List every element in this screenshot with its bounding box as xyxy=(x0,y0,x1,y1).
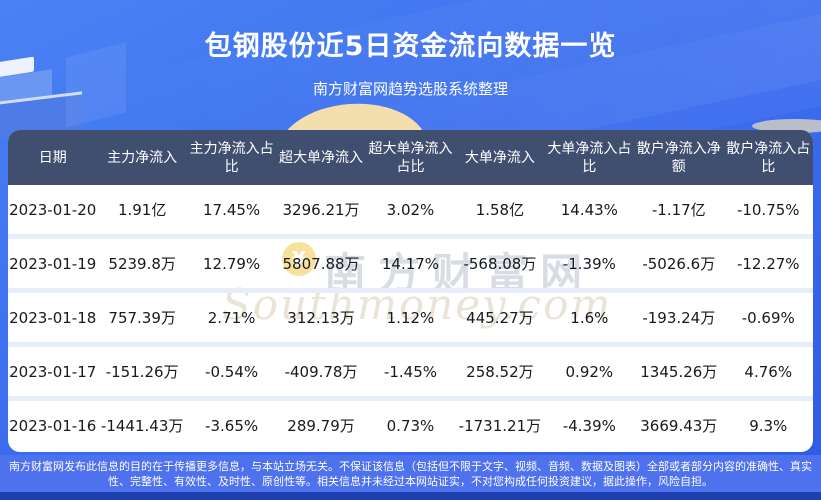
column-header: 日期 xyxy=(8,130,98,185)
value-cell: 757.39万 xyxy=(97,290,187,347)
column-header: 主力净流入 xyxy=(97,130,187,185)
page-subtitle: 南方财富网趋势选股系统整理 xyxy=(312,80,508,98)
table-row: 2023-01-18 757.39万 2.71% 312.13万 1.12% 445.27… xyxy=(8,290,813,347)
value-cell: 258.52万 xyxy=(455,344,545,401)
date-cell: 2023-01-19 xyxy=(8,236,98,293)
table-row: 2023-01-20 1.91亿 17.45% 3296.21万 3.02% 1.58亿 1… xyxy=(8,185,813,239)
bottom-bar-decor xyxy=(0,492,821,500)
table-row: 2023-01-17 -151.26万 -0.54% -409.78万 -1.45% 25… xyxy=(8,344,813,401)
value-cell: -1441.43万 xyxy=(100,417,184,435)
table-row: 2023-01-16 -1441.43万 -3.65% 289.79万 0.73% -17… xyxy=(8,399,813,451)
value-cell: 5239.8万 xyxy=(97,236,187,293)
column-header: 散户净流入占比 xyxy=(723,130,813,185)
value-cell: 1.58亿 xyxy=(455,185,545,239)
column-header: 散户净流入净额 xyxy=(634,130,724,185)
value-cell: 3.02% xyxy=(365,185,456,239)
value-cell: -0.69% xyxy=(723,290,813,347)
value-cell: -3.65% xyxy=(205,416,259,435)
value-cell: 0.73% xyxy=(386,416,435,435)
page-title: 包钢股份近5日资金流向数据一览 xyxy=(204,31,617,62)
value-cell: 17.45% xyxy=(186,185,277,239)
value-cell: 445.27万 xyxy=(455,290,545,347)
column-header: 超大单净流入 xyxy=(276,130,366,185)
value-cell: -1.45% xyxy=(365,344,456,401)
ellipse-decor xyxy=(752,119,821,133)
table-row: 2023-01-19 5239.8万 12.79% 5807.88万 14.17% -56… xyxy=(8,236,813,293)
value-cell: 1.6% xyxy=(544,290,635,347)
column-header: 超大单净流入占比 xyxy=(365,130,456,185)
value-cell: 0.92% xyxy=(544,344,635,401)
value-cell: 3669.43万 xyxy=(640,417,718,435)
column-header: 主力净流入占比 xyxy=(186,130,277,185)
value-cell: -151.26万 xyxy=(97,344,187,401)
value-cell: 14.17% xyxy=(365,236,456,293)
value-cell: 1.91亿 xyxy=(97,185,187,239)
column-header: 大单净流入 xyxy=(455,130,545,185)
value-cell: -1.39% xyxy=(544,236,635,293)
disclaimer-bar: 南方财富网发布此信息的目的在于传播更多信息，与本站立场无关。不保证该信息（包括但… xyxy=(0,455,821,492)
value-cell: 14.43% xyxy=(544,185,635,239)
value-cell: -193.24万 xyxy=(634,290,724,347)
date-cell: 2023-01-20 xyxy=(8,185,98,239)
value-cell: 4.76% xyxy=(723,344,813,401)
value-cell: -568.08万 xyxy=(455,236,545,293)
date-cell: 2023-01-18 xyxy=(8,290,98,347)
value-cell: -10.75% xyxy=(723,185,813,239)
value-cell: 2.71% xyxy=(186,290,277,347)
value-cell: 5807.88万 xyxy=(276,236,366,293)
value-cell: -1731.21万 xyxy=(458,417,542,435)
value-cell: 289.79万 xyxy=(287,417,355,435)
date-cell: 2023-01-17 xyxy=(8,344,98,401)
fund-flow-table-card: ¥ 南方财富网 Southmoney.com 日期 主力净流入 主力净流入占比 超大单… xyxy=(8,130,813,452)
value-cell: 1345.26万 xyxy=(634,344,724,401)
value-cell: 312.13万 xyxy=(276,290,366,347)
date-cell: 2023-01-16 xyxy=(9,416,97,435)
value-cell: -4.39% xyxy=(562,416,616,435)
value-cell: -409.78万 xyxy=(276,344,366,401)
value-cell: 12.79% xyxy=(186,236,277,293)
column-header: 大单净流入占比 xyxy=(544,130,635,185)
value-cell: -0.54% xyxy=(186,344,277,401)
value-cell: -1.17亿 xyxy=(634,185,724,239)
table-body: 2023-01-20 1.91亿 17.45% 3296.21万 3.02% 1.58亿 1… xyxy=(8,185,813,450)
value-cell: -5026.6万 xyxy=(634,236,724,293)
value-cell: -12.27% xyxy=(723,236,813,293)
table-header-row: 日期 主力净流入 主力净流入占比 超大单净流入 超大单净流入占比 大单净流入 大单净流入占比… xyxy=(8,130,813,185)
fund-flow-table: 日期 主力净流入 主力净流入占比 超大单净流入 超大单净流入占比 大单净流入 大单净流入占比… xyxy=(8,130,813,450)
value-cell: 1.12% xyxy=(365,290,456,347)
value-cell: 9.3% xyxy=(749,416,788,435)
disclaimer-text: 南方财富网发布此信息的目的在于传播更多信息，与本站立场无关。不保证该信息（包括但… xyxy=(9,459,812,488)
value-cell: 3296.21万 xyxy=(276,185,366,239)
